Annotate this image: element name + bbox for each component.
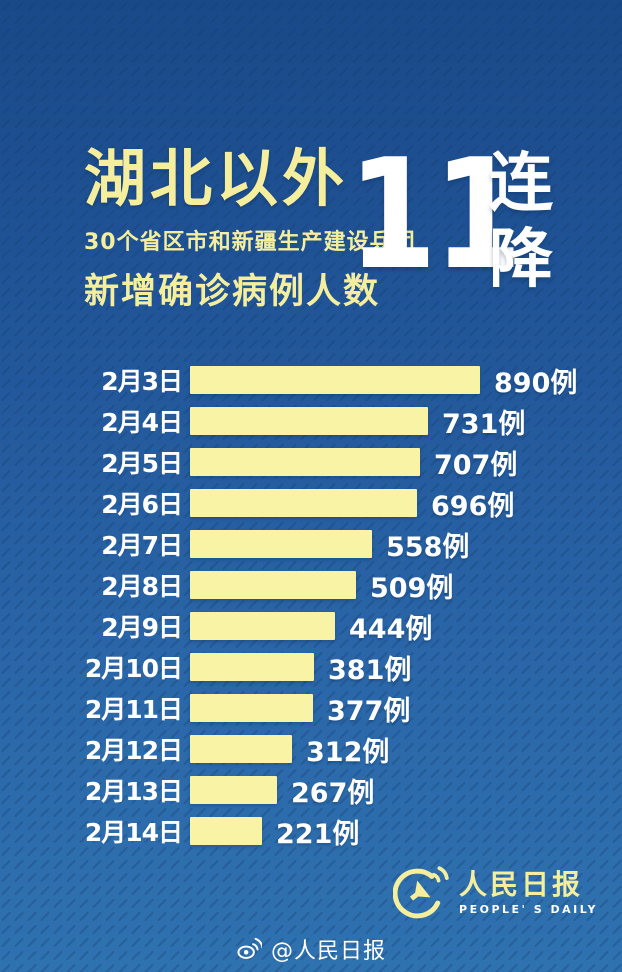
bar xyxy=(190,366,480,394)
date-label: 2月12日 xyxy=(84,736,183,765)
chart-row: 2月12日 312例 xyxy=(0,735,622,768)
chart-row: 2月5日 707例 xyxy=(0,448,622,481)
date-label: 2月10日 xyxy=(84,654,183,683)
date-label: 2月5日 xyxy=(101,449,183,478)
date-label: 2月14日 xyxy=(84,818,183,847)
chart-row: 2月10日 381例 xyxy=(0,653,622,686)
peoples-daily-megaphone-icon xyxy=(393,866,449,919)
chart-row: 2月11日 377例 xyxy=(0,694,622,727)
chart-row: 2月3日 890例 xyxy=(0,366,622,399)
value-label: 731例 xyxy=(442,408,526,440)
value-label: 890例 xyxy=(494,367,578,399)
bar-chart: 2月3日 890例 2月4日 731例 2月5日 707例 2月6日 696例 2月7日 558例… xyxy=(0,366,622,858)
streak-label-bottom: 降 xyxy=(489,223,553,297)
weibo-attribution: @人民日报 xyxy=(0,933,622,965)
value-label: 377例 xyxy=(327,695,411,727)
page-title: 湖北以外 xyxy=(84,142,349,215)
streak-label: 连 降 xyxy=(489,146,553,298)
brand-logo: 人民日报 PEOPLE' S DAILY xyxy=(393,864,598,922)
chart-row: 2月14日 221例 xyxy=(0,817,622,850)
date-label: 2月13日 xyxy=(84,777,183,806)
value-label: 267例 xyxy=(291,777,375,809)
value-label: 312例 xyxy=(306,736,390,768)
bar xyxy=(190,489,417,517)
brand-name-cn: 人民日报 xyxy=(459,868,584,901)
bar xyxy=(190,407,428,435)
bar xyxy=(190,653,314,681)
value-label: 558例 xyxy=(386,531,470,563)
subtitle-metric: 新增确诊病例人数 xyxy=(84,272,381,312)
bar xyxy=(190,530,372,558)
brand-text: 人民日报 PEOPLE' S DAILY xyxy=(459,868,598,917)
streak-label-top: 连 xyxy=(489,147,553,221)
bar xyxy=(190,694,313,722)
chart-row: 2月4日 731例 xyxy=(0,407,622,440)
value-label: 696例 xyxy=(431,490,515,522)
chart-row: 2月6日 696例 xyxy=(0,489,622,522)
chart-row: 2月7日 558例 xyxy=(0,530,622,563)
title-block: 湖北以外 30个省区市和新疆生产建设兵团 新增确诊病例人数 xyxy=(84,148,416,314)
date-label: 2月6日 xyxy=(101,490,183,519)
date-label: 2月4日 xyxy=(101,408,183,437)
date-label: 2月9日 xyxy=(101,613,183,642)
bar xyxy=(190,735,292,763)
streak-count: 11 xyxy=(348,126,522,303)
subtitle-scope: 30个省区市和新疆生产建设兵团 xyxy=(84,230,416,255)
date-label: 2月7日 xyxy=(101,531,183,560)
weibo-handle: @人民日报 xyxy=(270,939,386,964)
value-label: 707例 xyxy=(434,449,518,481)
date-label: 2月8日 xyxy=(101,572,183,601)
date-label: 2月3日 xyxy=(101,367,183,396)
bar xyxy=(190,776,277,804)
bar xyxy=(190,571,356,599)
bar xyxy=(190,612,335,640)
value-label: 509例 xyxy=(370,572,454,604)
chart-row: 2月8日 509例 xyxy=(0,571,622,604)
brand-name-en: PEOPLE' S DAILY xyxy=(459,903,598,916)
bar xyxy=(190,817,262,845)
date-label: 2月11日 xyxy=(84,695,183,724)
chart-row: 2月13日 267例 xyxy=(0,776,622,809)
bar xyxy=(190,448,420,476)
weibo-icon xyxy=(237,937,262,959)
value-label: 381例 xyxy=(328,654,412,686)
value-label: 444例 xyxy=(349,613,433,645)
chart-row: 2月9日 444例 xyxy=(0,612,622,645)
value-label: 221例 xyxy=(276,818,360,850)
